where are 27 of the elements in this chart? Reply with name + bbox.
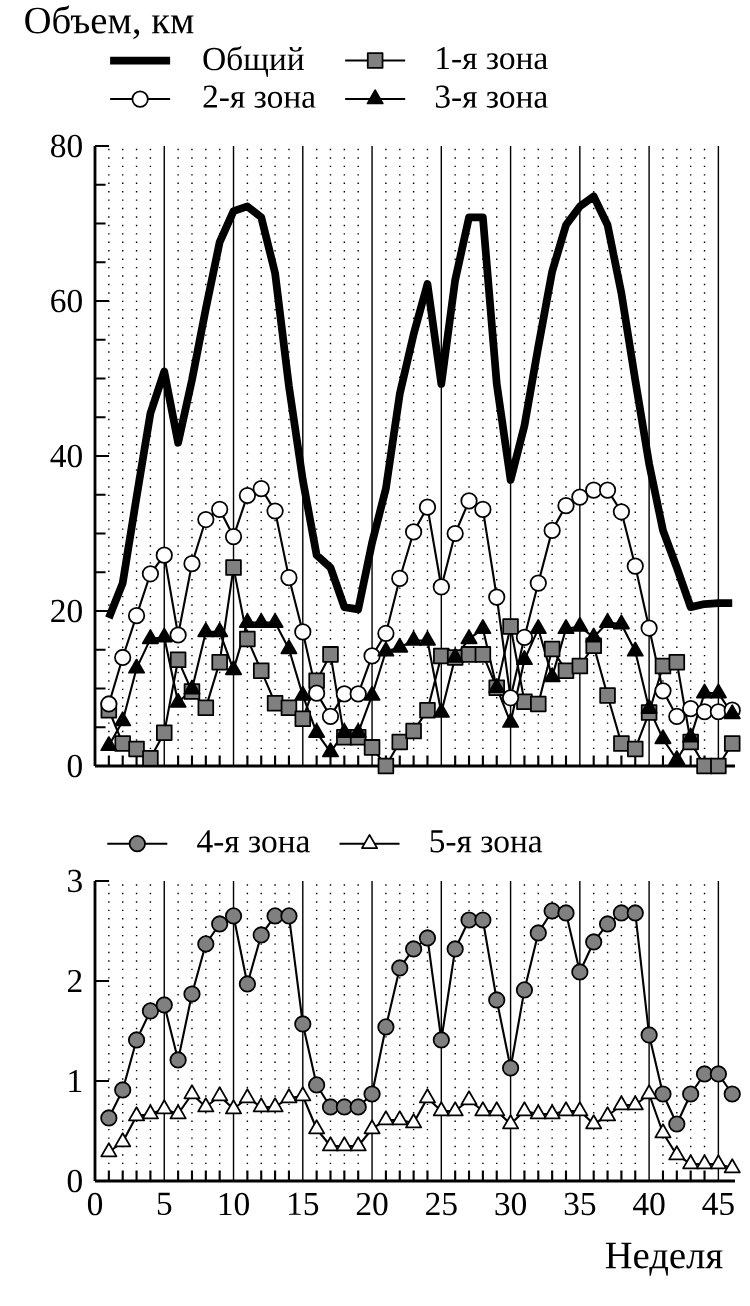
x-tick-label: 35	[564, 1192, 596, 1216]
x-tick-label: 45	[702, 1192, 734, 1216]
y-tick-label: 20	[51, 599, 82, 623]
legend-label: Общий	[203, 46, 304, 77]
y-tick-label: 0	[67, 754, 82, 778]
y-tick-label: 3	[68, 869, 82, 893]
y-tick-label: 40	[50, 444, 82, 468]
y-axis-title: Объем, км	[25, 5, 194, 40]
y-tick-label: 1	[69, 1069, 82, 1092]
legend-label: 1-я зона	[437, 46, 548, 70]
x-tick-label: 10	[219, 1192, 249, 1216]
x-tick-label: 20	[356, 1192, 388, 1216]
legend-label: 2-я зона	[203, 85, 316, 108]
x-axis-title: Неделя	[605, 1242, 723, 1276]
legend-label: 3-я зона	[435, 85, 548, 108]
x-tick-label: 25	[426, 1192, 457, 1216]
x-tick-label: 0	[87, 1192, 103, 1216]
y-tick-label: 2	[67, 969, 82, 993]
y-tick-label: 60	[51, 289, 82, 313]
y-tick-label: 0	[67, 1169, 82, 1193]
x-tick-label: 30	[495, 1192, 527, 1216]
x-tick-label: 40	[633, 1192, 665, 1216]
x-tick-label: 5	[157, 1192, 172, 1216]
legend-label: 4-я зона	[197, 830, 310, 853]
y-tick-label: 80	[51, 134, 82, 158]
x-tick-label: 15	[289, 1192, 319, 1216]
legend-label: 5-я зона	[430, 830, 543, 853]
